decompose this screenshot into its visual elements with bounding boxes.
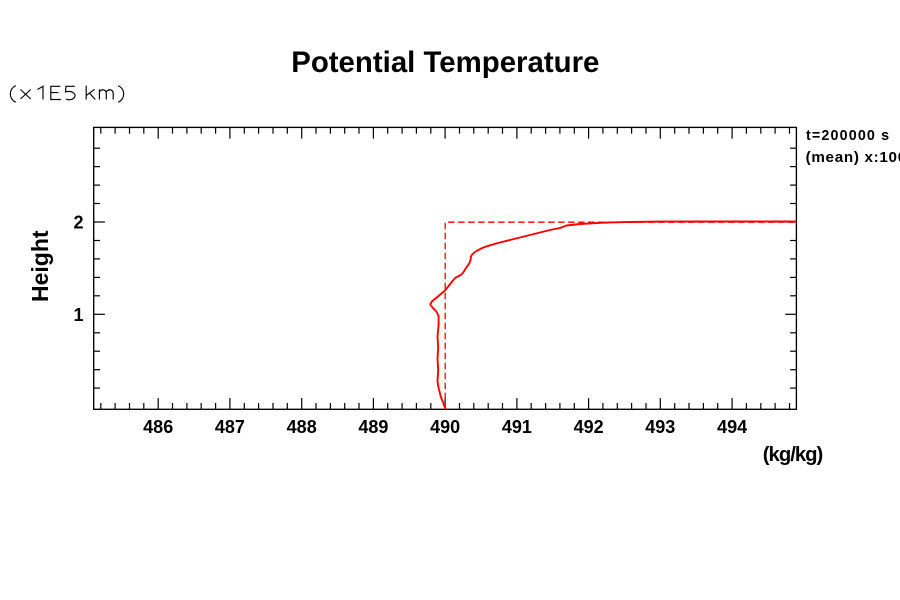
svg-text:486: 486 (143, 417, 173, 437)
svg-text:494: 494 (717, 417, 747, 437)
svg-text:492: 492 (574, 417, 604, 437)
svg-text:1: 1 (73, 305, 83, 325)
svg-text:493: 493 (645, 417, 675, 437)
svg-text:491: 491 (502, 417, 532, 437)
svg-text:Potential Temperature: Potential Temperature (291, 46, 599, 79)
svg-text:487: 487 (215, 417, 245, 437)
svg-text:t=200000 s: t=200000 s (806, 128, 890, 144)
svg-text:(kg/kg): (kg/kg) (763, 444, 823, 466)
svg-text:(mean) x:100: (mean) x:100 (806, 149, 900, 166)
svg-text:489: 489 (358, 417, 388, 437)
svg-text:488: 488 (287, 417, 317, 437)
svg-text:2: 2 (73, 213, 83, 233)
svg-text:490: 490 (430, 417, 460, 437)
svg-text:Height: Height (27, 230, 53, 302)
